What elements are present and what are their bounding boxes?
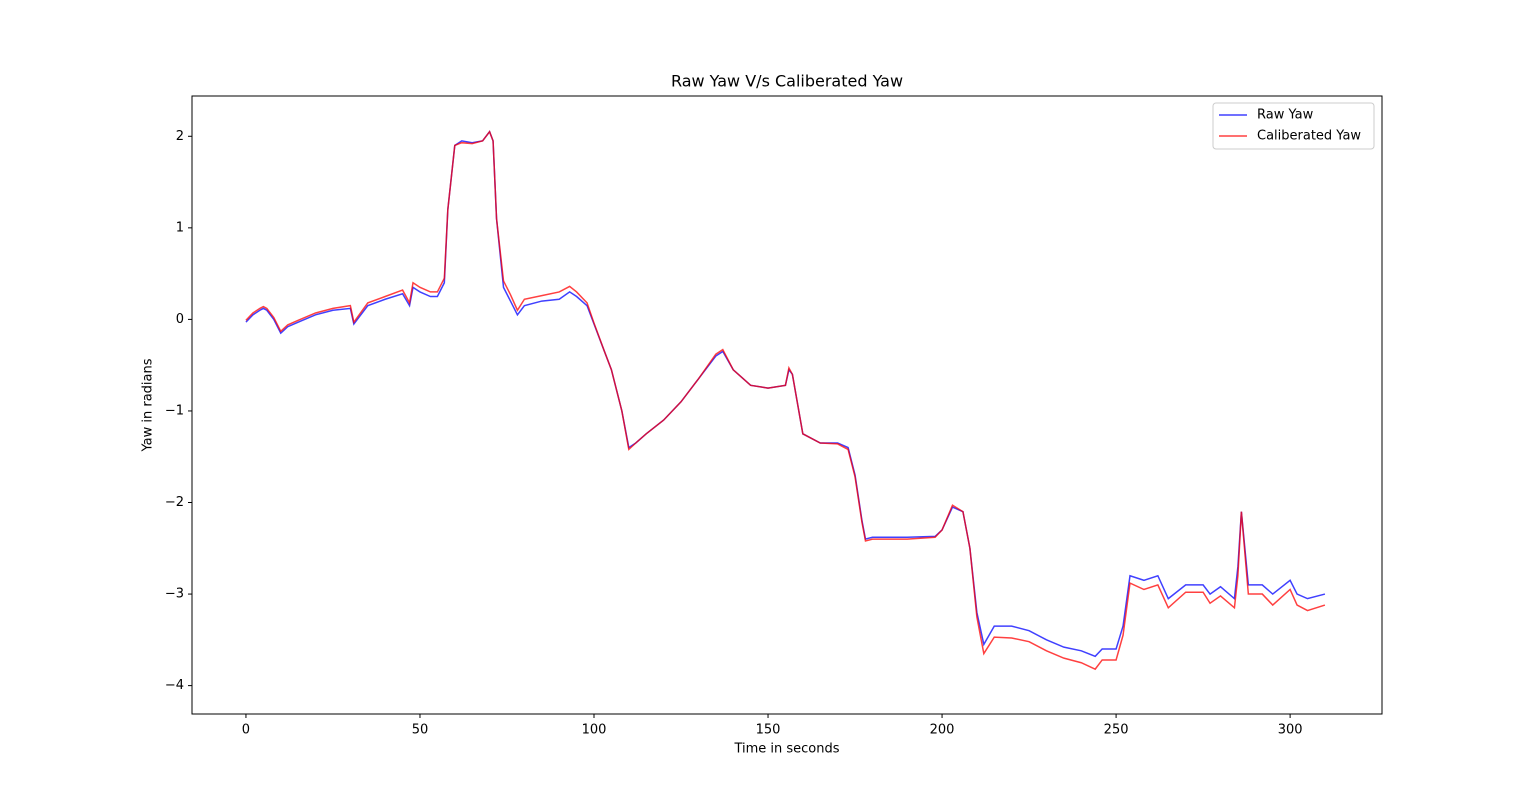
x-tick-label: 300 [1278,723,1303,738]
plot-frame [191,95,1383,715]
x-tick-label: 0 [242,723,250,738]
x-tick-label: 100 [582,723,607,738]
y-tick-label: −3 [165,587,184,602]
x-tick-label: 250 [1104,723,1129,738]
y-tick-label: 0 [176,312,184,327]
y-tick-label: 1 [176,220,184,235]
chart-title: Raw Yaw V/s Caliberated Yaw [671,72,903,91]
x-axis-label: Time in seconds [733,742,839,757]
y-tick-label: −1 [165,403,184,418]
x-tick-label: 150 [756,723,781,738]
y-tick-label: 2 [176,129,184,144]
x-tick-label: 50 [412,723,429,738]
y-tick-label: −2 [165,495,184,510]
legend-label: Raw Yaw [1257,108,1314,123]
y-axis-label: Yaw in radians [141,358,156,452]
legend-box [1212,102,1375,150]
line-series [245,130,1326,658]
y-tick-label: −4 [165,678,184,693]
x-tick-label: 200 [930,723,955,738]
legend-label: Caliberated Yaw [1257,129,1361,144]
line-series [245,130,1326,671]
